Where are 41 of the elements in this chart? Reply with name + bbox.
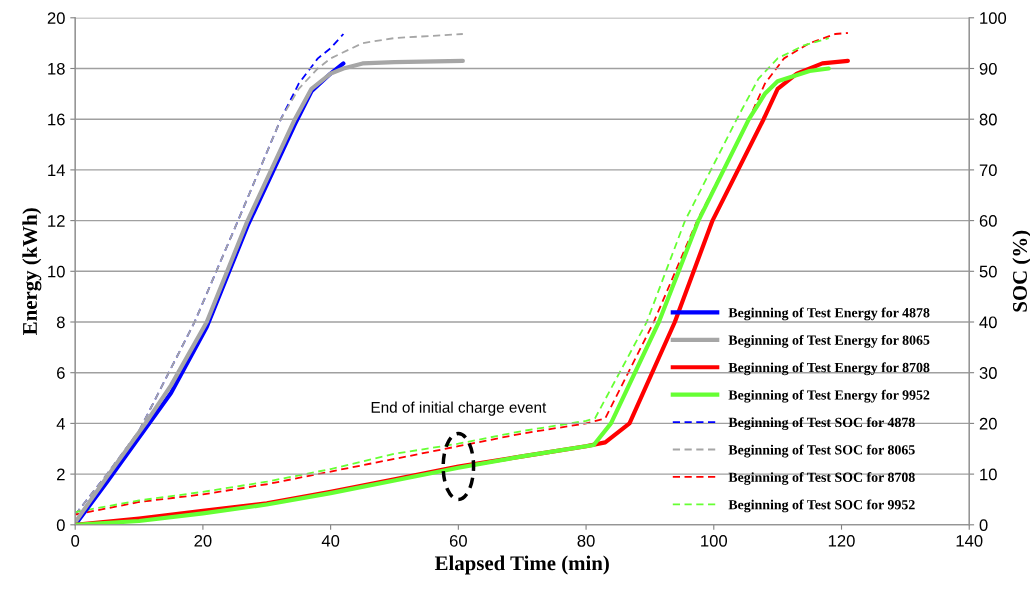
x-tick-label: 80 bbox=[577, 534, 595, 547]
x-axis-title: Elapsed Time (min) bbox=[434, 555, 609, 575]
y-tick-label: 20 bbox=[47, 12, 65, 24]
y-tick-label: 14 bbox=[48, 164, 65, 176]
y-tick-label: 2 bbox=[57, 468, 65, 481]
y2-tick-label: 30 bbox=[979, 367, 997, 379]
y2-tick-label: 60 bbox=[979, 215, 997, 227]
y-axis-title: Energy (kWh) bbox=[22, 208, 42, 335]
y-tick-label: 6 bbox=[57, 367, 65, 379]
y-tick-label: 10 bbox=[48, 265, 65, 278]
legend-label: Beginning of Test Energy for 9952 bbox=[728, 389, 930, 403]
legend-label: Beginning of Test Energy for 8065 bbox=[728, 334, 930, 348]
y2-tick-label: 100 bbox=[980, 12, 1007, 24]
legend-label: Beginning of Test SOC for 8065 bbox=[728, 444, 915, 458]
x-tick-label: 120 bbox=[828, 534, 855, 547]
y2-tick-label: 40 bbox=[979, 316, 997, 329]
y2-tick-label: 70 bbox=[979, 164, 997, 177]
y-tick-label: 0 bbox=[56, 519, 65, 532]
x-tick-label: 140 bbox=[956, 534, 983, 547]
legend-label: Beginning of Test Energy for 8708 bbox=[728, 362, 930, 376]
y-tick-label: 4 bbox=[56, 417, 65, 430]
x-tick-label: 20 bbox=[194, 534, 212, 547]
y2-tick-label: 90 bbox=[979, 62, 997, 75]
x-tick-label: 0 bbox=[71, 534, 80, 547]
y-tick-label: 12 bbox=[48, 215, 65, 227]
y2-tick-label: 0 bbox=[979, 519, 988, 532]
y2-tick-label: 50 bbox=[979, 265, 997, 278]
annotation: End of initial charge event bbox=[371, 401, 547, 416]
legend-label: Beginning of Test SOC for 9952 bbox=[728, 499, 915, 513]
y-tick-label: 18 bbox=[48, 62, 65, 75]
y2-tick-label: 20 bbox=[979, 417, 997, 430]
legend-label: Beginning of Test SOC for 4878 bbox=[728, 417, 915, 431]
y2-tick-label: 10 bbox=[980, 468, 997, 481]
y2-tick-label: 80 bbox=[979, 113, 997, 126]
y-tick-label: 8 bbox=[56, 316, 65, 329]
y-tick-label: 16 bbox=[48, 113, 65, 126]
x-tick-label: 60 bbox=[449, 534, 467, 547]
legend-label: Beginning of Test SOC for 8708 bbox=[728, 472, 915, 485]
x-tick-label: 100 bbox=[701, 534, 728, 547]
legend-label: Beginning of Test Energy for 4878 bbox=[728, 307, 930, 321]
x-tick-label: 40 bbox=[321, 534, 340, 547]
